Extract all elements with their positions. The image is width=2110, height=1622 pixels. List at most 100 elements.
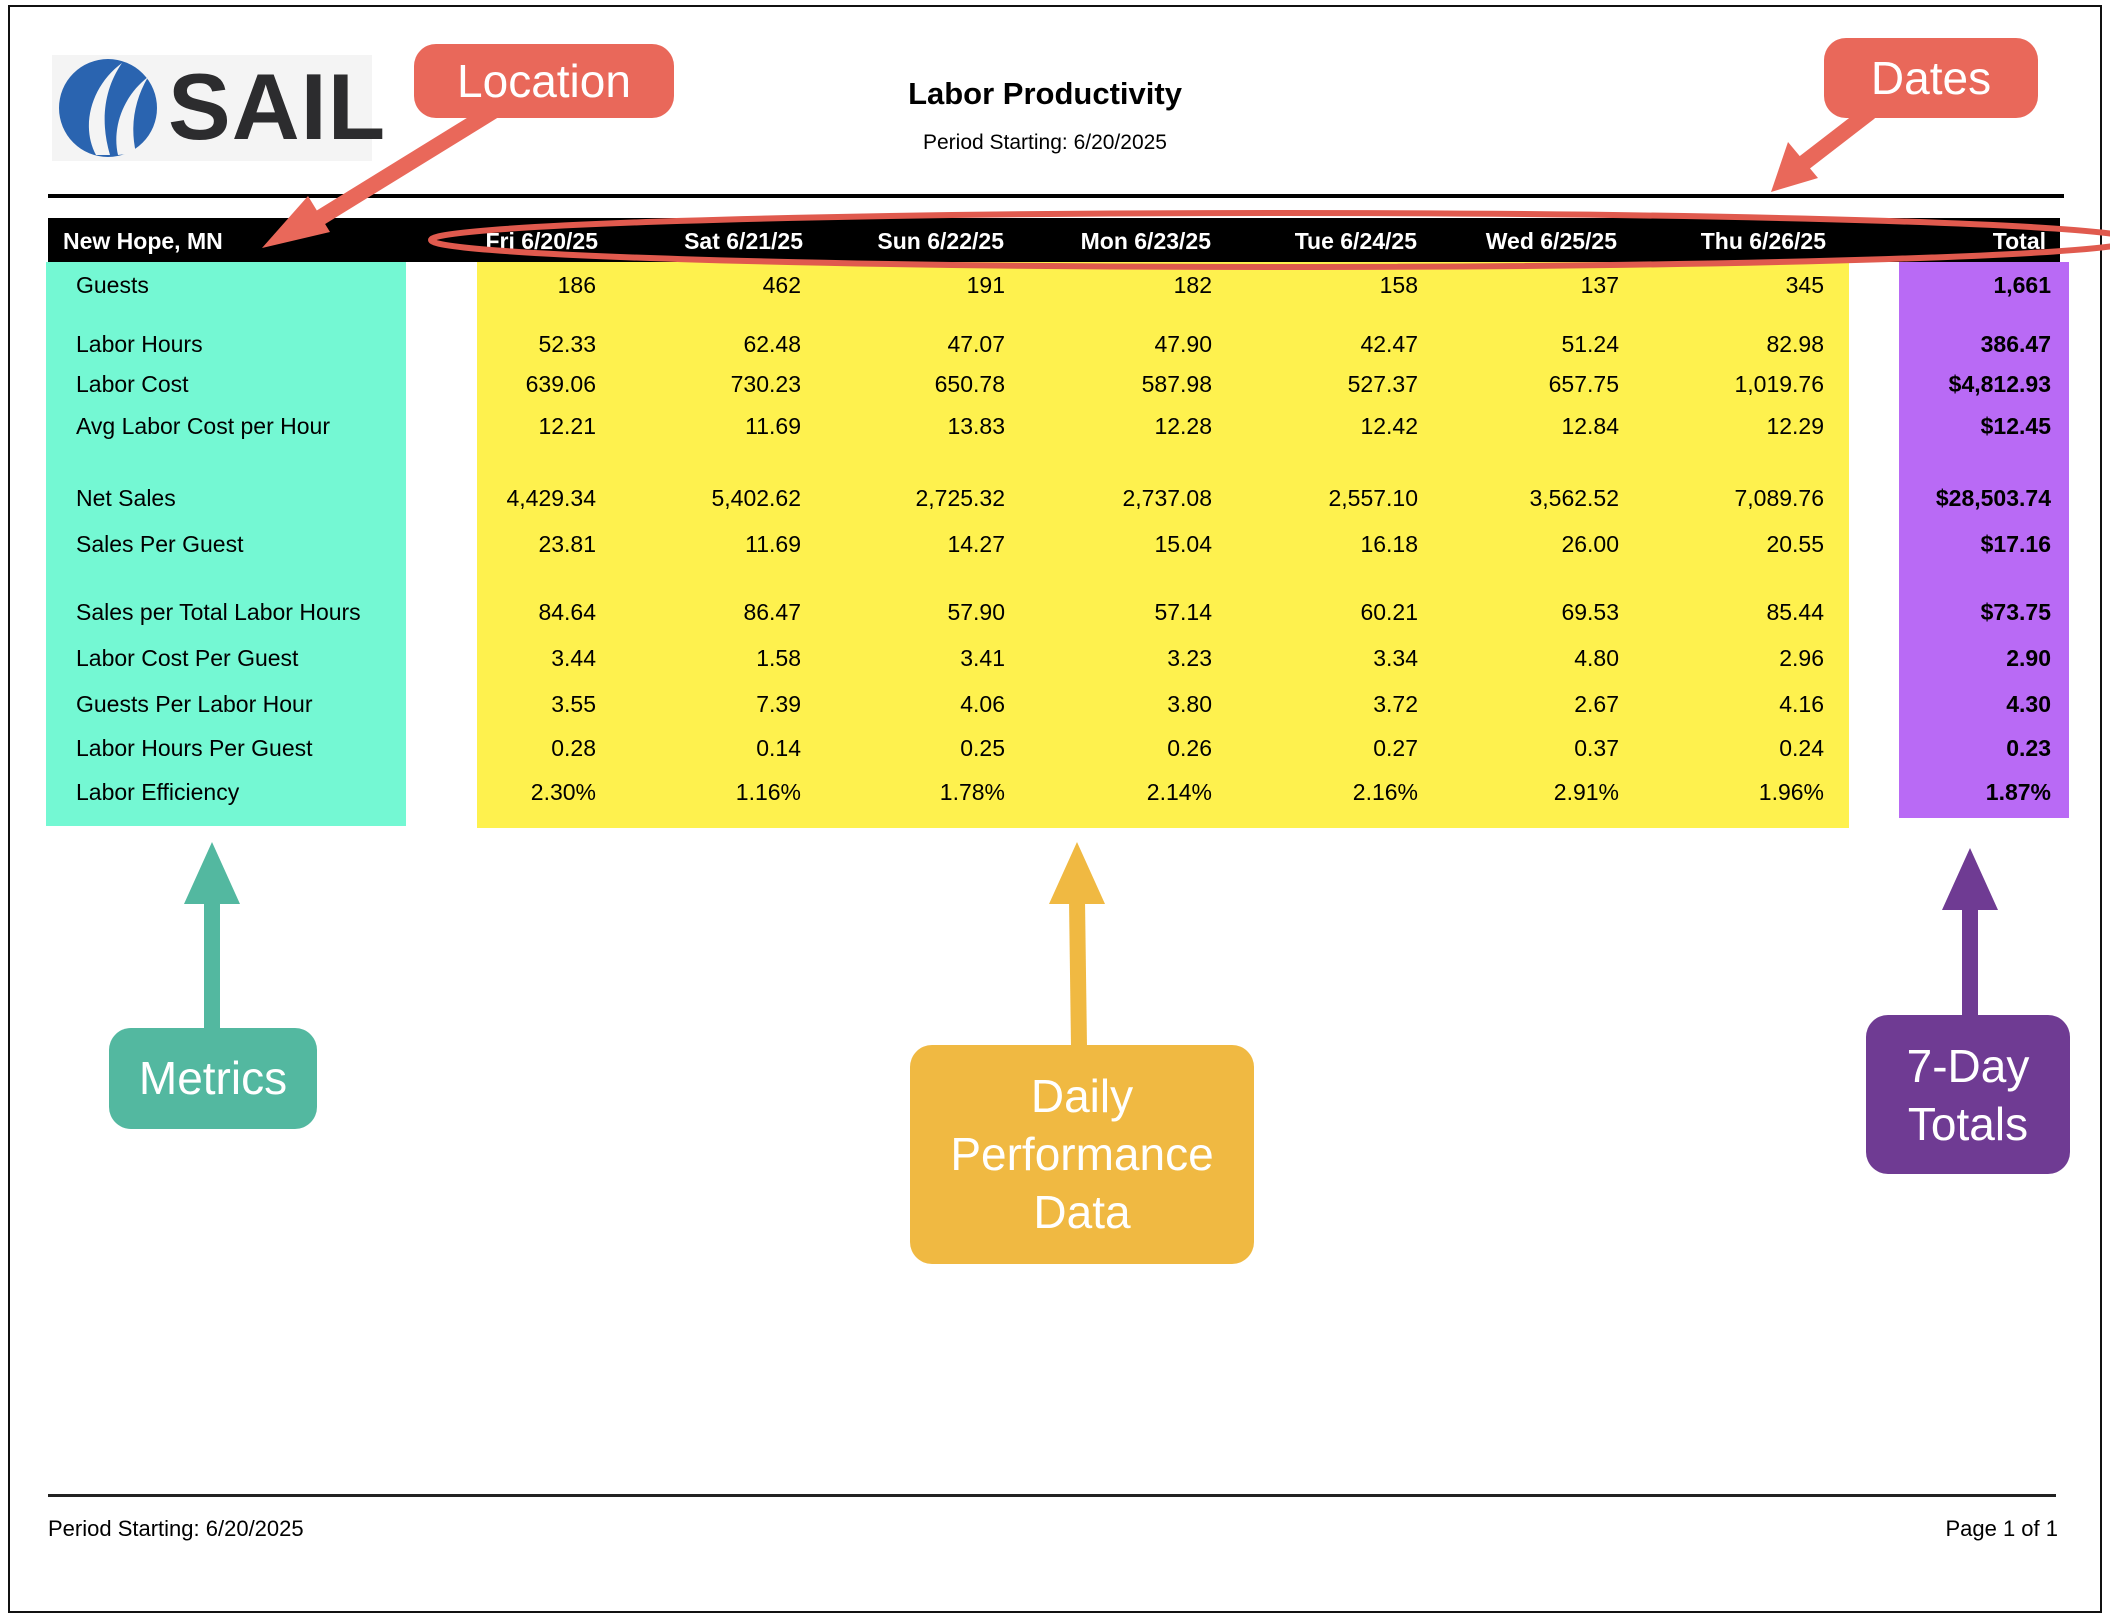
daily-value-cell: 3.23 xyxy=(1167,645,1212,671)
daily-value-cell: 462 xyxy=(762,272,801,298)
totals-panel xyxy=(1899,262,2069,818)
daily-value-cell: 158 xyxy=(1379,272,1418,298)
totals-callout: 7-Day Totals xyxy=(1866,1015,2070,1174)
daily-value-cell: 0.37 xyxy=(1574,735,1619,761)
report-title: Labor Productivity xyxy=(908,76,1182,111)
daily-value-cell: 2.96 xyxy=(1779,645,1824,671)
daily-value-cell: 12.21 xyxy=(538,413,596,439)
location-callout: Location xyxy=(414,44,674,118)
metric-label: Sales per Total Labor Hours xyxy=(76,599,361,625)
total-value-cell: $28,503.74 xyxy=(1935,485,2051,511)
daily-value-cell: 2.91% xyxy=(1553,779,1619,805)
metric-label: Net Sales xyxy=(76,485,176,511)
metric-label: Labor Hours xyxy=(76,331,203,357)
daily-value-cell: 7,089.76 xyxy=(1734,485,1824,511)
total-value-cell: $73.75 xyxy=(1980,599,2051,625)
day-header: Sun 6/22/25 xyxy=(877,228,1004,254)
daily-value-cell: 182 xyxy=(1173,272,1212,298)
metric-label: Labor Cost Per Guest xyxy=(76,645,299,671)
daily-value-cell: 84.64 xyxy=(538,599,596,625)
daily-value-cell: 86.47 xyxy=(743,599,801,625)
table-row: Labor Cost 639.06 730.23 650.78 587.98 527.37… xyxy=(0,368,2110,400)
footer-divider xyxy=(48,1494,2056,1497)
daily-value-cell: 16.18 xyxy=(1360,531,1418,557)
totals-callout-line: 7-Day xyxy=(1906,1040,2030,1092)
daily-value-cell: 11.69 xyxy=(745,531,801,557)
day-header: Mon 6/23/25 xyxy=(1080,228,1211,254)
column-header-row: New Hope, MN Fri 6/20/25 Sat 6/21/25 Sun… xyxy=(48,218,2060,262)
daily-callout: Daily Performance Data xyxy=(910,1045,1254,1264)
table-row: Sales Per Guest 23.81 11.69 14.27 15.04 16.18… xyxy=(0,528,2110,560)
total-value-cell: 0.23 xyxy=(2006,735,2051,761)
daily-value-cell: 0.27 xyxy=(1373,735,1418,761)
daily-value-cell: 62.48 xyxy=(743,331,801,357)
daily-value-cell: 12.84 xyxy=(1561,413,1619,439)
metric-label: Labor Cost xyxy=(76,371,189,397)
daily-value-cell: 0.24 xyxy=(1779,735,1824,761)
table-row: Labor Hours Per Guest 0.28 0.14 0.25 0.26 0.2… xyxy=(0,732,2110,764)
table-row: Labor Efficiency 2.30% 1.16% 1.78% 2.14% 2.16… xyxy=(0,776,2110,808)
daily-value-cell: 4.16 xyxy=(1779,691,1824,717)
metric-label: Sales Per Guest xyxy=(76,531,244,557)
metric-label: Avg Labor Cost per Hour xyxy=(76,413,330,439)
daily-value-cell: 639.06 xyxy=(525,371,596,397)
daily-value-cell: 0.25 xyxy=(960,735,1005,761)
daily-value-cell: 3.55 xyxy=(551,691,596,717)
report-subtitle: Period Starting: 6/20/2025 xyxy=(922,131,1167,154)
daily-value-cell: 11.69 xyxy=(745,413,801,439)
daily-value-cell: 47.07 xyxy=(947,331,1005,357)
page-number: Page 1 of 1 xyxy=(1945,1516,2058,1541)
daily-value-cell: 60.21 xyxy=(1360,599,1418,625)
table-row: Labor Cost Per Guest 3.44 1.58 3.41 3.23 3.34… xyxy=(0,642,2110,674)
daily-value-cell: 57.90 xyxy=(947,599,1005,625)
daily-value-cell: 4,429.34 xyxy=(506,485,596,511)
daily-value-cell: 3.41 xyxy=(960,645,1005,671)
daily-value-cell: 57.14 xyxy=(1154,599,1212,625)
daily-value-cell: 3.80 xyxy=(1167,691,1212,717)
total-value-cell: 386.47 xyxy=(1980,331,2051,357)
daily-value-cell: 2.14% xyxy=(1146,779,1212,805)
daily-value-cell: 1.16% xyxy=(735,779,801,805)
location-header: New Hope, MN xyxy=(63,228,223,254)
daily-value-cell: 0.28 xyxy=(551,735,596,761)
daily-value-cell: 186 xyxy=(557,272,596,298)
daily-value-cell: 1.78% xyxy=(939,779,1005,805)
daily-value-cell: 26.00 xyxy=(1561,531,1619,557)
daily-value-cell: 3.72 xyxy=(1373,691,1418,717)
daily-value-cell: 51.24 xyxy=(1561,331,1619,357)
daily-value-cell: 12.28 xyxy=(1154,413,1212,439)
daily-value-cell: 657.75 xyxy=(1548,371,1619,397)
daily-value-cell: 3.44 xyxy=(551,645,596,671)
day-header: Fri 6/20/25 xyxy=(485,228,598,254)
total-value-cell: $12.45 xyxy=(1980,413,2051,439)
daily-value-cell: 0.14 xyxy=(756,735,801,761)
daily-value-cell: 2.16% xyxy=(1352,779,1418,805)
daily-value-cell: 4.80 xyxy=(1574,645,1619,671)
daily-value-cell: 42.47 xyxy=(1360,331,1418,357)
daily-value-cell: 2.67 xyxy=(1574,691,1619,717)
daily-value-cell: 345 xyxy=(1785,272,1824,298)
daily-value-cell: 2.30% xyxy=(530,779,596,805)
daily-value-cell: 1.96% xyxy=(1758,779,1824,805)
logo-wordmark: SAIL xyxy=(168,54,387,159)
daily-value-cell: 23.81 xyxy=(538,531,596,557)
metric-label: Labor Efficiency xyxy=(76,779,240,805)
total-value-cell: 1.87% xyxy=(1985,779,2051,805)
daily-value-cell: 20.55 xyxy=(1766,531,1824,557)
total-value-cell: $4,812.93 xyxy=(1948,371,2051,397)
table-row: Net Sales 4,429.34 5,402.62 2,725.32 2,737.0… xyxy=(0,482,2110,514)
daily-value-cell: 1.58 xyxy=(756,645,801,671)
daily-value-cell: 52.33 xyxy=(538,331,596,357)
sail-logo-icon xyxy=(59,59,157,157)
daily-value-cell: 650.78 xyxy=(934,371,1005,397)
total-value-cell: 4.30 xyxy=(2006,691,2051,717)
daily-value-cell: 14.27 xyxy=(947,531,1005,557)
daily-value-cell: 2,737.08 xyxy=(1122,485,1212,511)
day-header: Tue 6/24/25 xyxy=(1294,228,1417,254)
metric-label: Labor Hours Per Guest xyxy=(76,735,313,761)
day-header: Thu 6/26/25 xyxy=(1700,228,1826,254)
table-row: Sales per Total Labor Hours 84.64 86.47 57.… xyxy=(0,596,2110,628)
daily-value-cell: 85.44 xyxy=(1766,599,1824,625)
daily-value-cell: 3.34 xyxy=(1373,645,1418,671)
daily-callout-line: Daily xyxy=(1030,1070,1134,1122)
